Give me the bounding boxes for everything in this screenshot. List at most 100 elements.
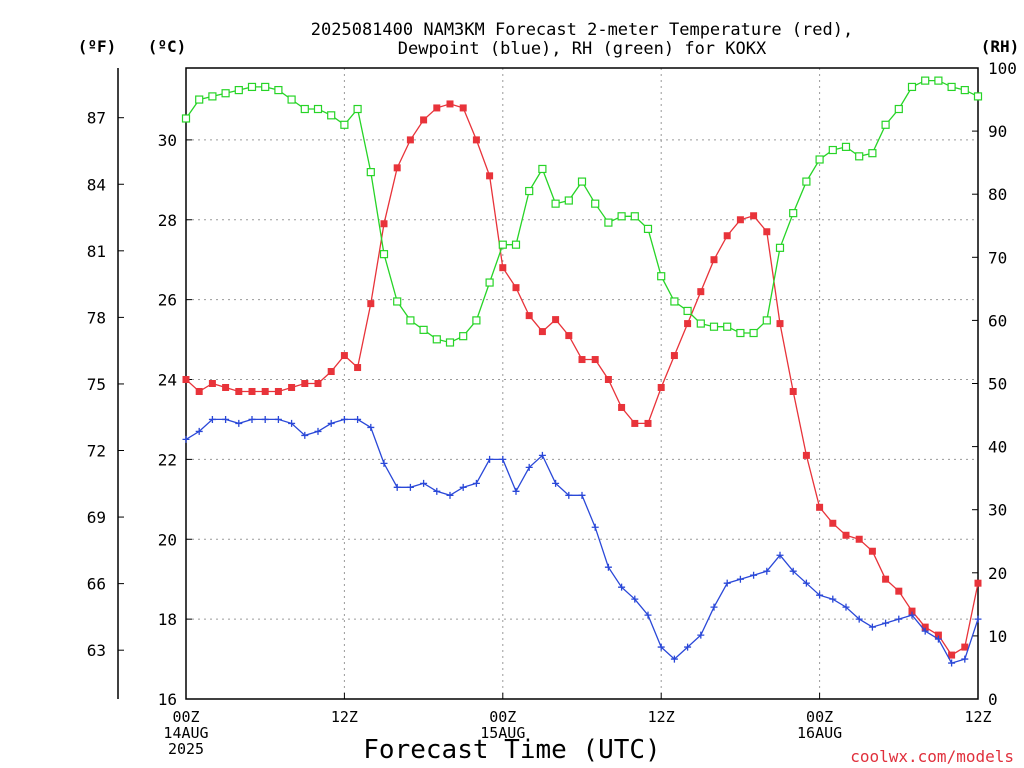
rh-tick-label-40: 40: [988, 438, 1007, 457]
point-rh-25: [511, 240, 521, 249]
point-temperature-58: [948, 651, 956, 659]
point-dewpoint-19: [433, 487, 441, 495]
point-temperature-49: [829, 519, 837, 527]
point-rh-36: [657, 272, 666, 281]
rh-tick-label-50: 50: [988, 375, 1007, 394]
point-rh-49: [828, 145, 837, 155]
point-temperature-11: [327, 368, 335, 376]
point-temperature-29: [565, 332, 573, 340]
series-line-rh: [185, 79, 979, 344]
point-rh-12: [340, 120, 349, 129]
rh-tick-label-0: 0: [988, 690, 998, 709]
x-tick-label-12-0: 12Z: [331, 708, 358, 726]
point-rh-29: [564, 196, 573, 205]
point-rh-58: [947, 82, 956, 92]
point-dewpoint-44: [763, 567, 771, 575]
point-temperature-0: [182, 376, 190, 384]
point-rh-55: [907, 82, 917, 92]
point-temperature-5: [248, 387, 256, 395]
rh-tick-label-100: 100: [988, 59, 1017, 78]
rh-tick-label-80: 80: [988, 185, 1007, 204]
point-temperature-6: [261, 387, 269, 395]
point-temperature-59: [961, 643, 969, 651]
point-temperature-4: [235, 387, 243, 395]
point-rh-54: [894, 104, 903, 114]
point-temperature-17: [406, 136, 414, 144]
point-rh-22: [472, 316, 481, 325]
point-temperature-8: [288, 383, 296, 391]
point-temperature-23: [486, 172, 494, 180]
series-temperature: [182, 100, 982, 659]
point-rh-38: [683, 306, 692, 316]
point-temperature-12: [340, 352, 348, 360]
point-temperature-37: [670, 352, 678, 360]
point-dewpoint-20: [446, 491, 454, 499]
point-rh-27: [538, 164, 547, 174]
x-tick-label-48-1: 16AUG: [797, 724, 842, 742]
point-dewpoint-10: [314, 427, 322, 435]
point-temperature-7: [274, 387, 282, 395]
rh-tick-label-10: 10: [988, 627, 1007, 646]
point-dewpoint-46: [789, 567, 797, 575]
point-dewpoint-18: [420, 479, 428, 487]
point-rh-57: [934, 76, 943, 85]
point-rh-9: [300, 104, 309, 114]
data-series: [181, 76, 983, 667]
point-temperature-40: [710, 256, 718, 264]
point-rh-8: [287, 95, 296, 104]
point-dewpoint-34: [631, 595, 639, 603]
point-rh-23: [485, 278, 494, 287]
x-tick-label-24-1: 15AUG: [480, 724, 525, 742]
celsius-tick-label-24: 24: [158, 371, 177, 390]
point-temperature-25: [512, 284, 520, 292]
point-dewpoint-39: [697, 631, 705, 639]
point-rh-30: [577, 177, 587, 186]
point-rh-32: [604, 218, 613, 227]
point-temperature-21: [459, 104, 467, 112]
point-temperature-41: [723, 232, 731, 240]
point-dewpoint-42: [736, 575, 744, 583]
point-dewpoint-13: [354, 415, 362, 423]
celsius-tick-label-20: 20: [158, 530, 177, 549]
point-temperature-51: [855, 535, 863, 543]
point-temperature-28: [552, 316, 560, 324]
point-dewpoint-58: [948, 659, 956, 667]
point-temperature-15: [380, 220, 388, 228]
y-axis-ticks: 16 18 20 22 24 26 28 30 63 66 69 72 75 78 81 84 87 0 10 20 3…: [87, 59, 1017, 709]
point-rh-20: [445, 338, 455, 347]
x-tick-label-0-0: 00Z: [172, 708, 199, 726]
point-temperature-19: [433, 104, 441, 112]
point-rh-42: [736, 328, 745, 338]
fahrenheit-tick-label-75: 75: [87, 375, 106, 394]
point-temperature-10: [314, 380, 322, 387]
point-dewpoint-56: [921, 627, 929, 635]
point-rh-24: [498, 240, 507, 249]
point-rh-45: [775, 243, 785, 252]
point-temperature-22: [472, 136, 480, 144]
point-dewpoint-21: [459, 483, 467, 491]
point-temperature-34: [631, 419, 639, 427]
point-temperature-2: [208, 380, 216, 387]
point-temperature-46: [789, 387, 797, 395]
point-dewpoint-17: [406, 483, 414, 491]
point-dewpoint-49: [829, 595, 837, 603]
point-rh-51: [855, 152, 864, 161]
point-rh-52: [868, 149, 877, 158]
point-rh-37: [670, 297, 679, 306]
point-rh-60: [973, 92, 983, 101]
point-rh-50: [841, 142, 851, 151]
x-tick-label-0-1: 14AUG: [163, 724, 208, 742]
point-dewpoint-35: [644, 611, 652, 619]
point-rh-5: [247, 82, 257, 92]
point-dewpoint-4: [235, 419, 243, 427]
x-tick-label-36-0: 12Z: [648, 708, 675, 726]
point-rh-43: [749, 328, 758, 338]
point-dewpoint-27: [538, 451, 546, 459]
point-rh-1: [195, 95, 204, 104]
celsius-tick-label-18: 18: [158, 610, 177, 629]
rh-tick-label-20: 20: [988, 564, 1007, 583]
point-temperature-26: [525, 312, 533, 320]
point-rh-39: [696, 319, 705, 328]
point-temperature-33: [618, 403, 626, 411]
point-temperature-16: [393, 164, 401, 172]
